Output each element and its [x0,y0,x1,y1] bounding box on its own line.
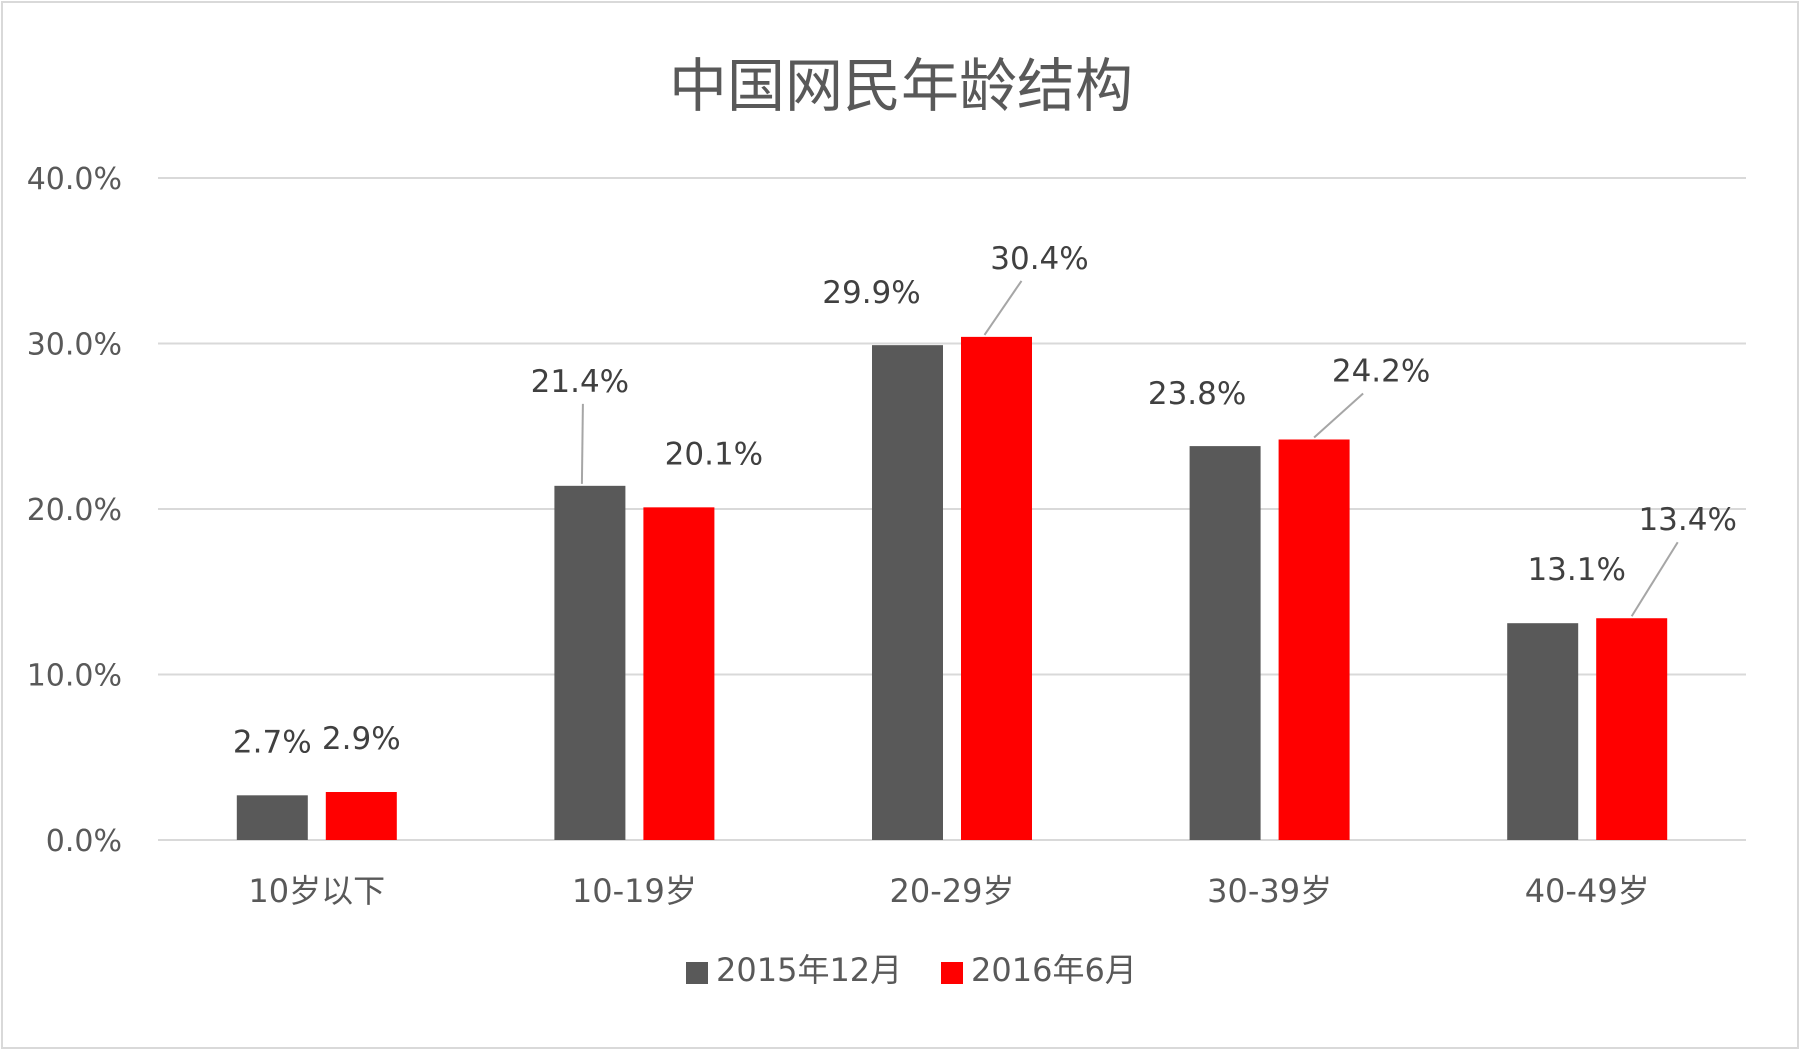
bar [236,795,308,840]
data-label: 30.4% [990,241,1088,277]
legend: 2015年12月 2016年6月 [686,951,1137,989]
gridlines [158,177,1746,841]
x-category-label: 10-19岁 [572,872,697,910]
y-tick-label: 30.0% [27,328,122,363]
x-category-label: 20-29岁 [890,872,1015,910]
x-category-label: 30-39岁 [1207,872,1332,910]
legend-label: 2016年6月 [971,951,1137,989]
data-label: 29.9% [822,275,920,311]
data-label: 20.1% [665,436,763,472]
bar [554,485,626,840]
legend-swatch [686,962,708,984]
bar [1507,623,1579,840]
label-leader-line [1630,541,1679,617]
y-tick-label: 0.0% [46,824,122,859]
data-label: 13.4% [1638,502,1736,538]
data-labels: 2.7% 2.9% 21.4% 20.1% 29.9% 30.4% 23.8% 24.2% 13… [233,241,1737,760]
bars [236,336,1668,840]
data-label: 2.9% [322,721,401,757]
bar [325,792,397,840]
x-category-label: 40-49岁 [1525,872,1650,910]
y-tick-label: 40.0% [27,162,122,197]
label-leader-line [983,280,1023,336]
label-leader-line [1313,392,1364,439]
data-label: 21.4% [531,364,629,400]
data-label: 24.2% [1332,353,1430,389]
bar [643,507,715,840]
label-leader-lines [580,280,1679,617]
legend-swatch [941,962,963,984]
x-category-label: 10岁以下 [248,872,385,910]
bar [1189,446,1261,840]
chart-title: 中国网民年龄结构 [669,52,1133,120]
bar [1278,439,1350,840]
legend-label: 2015年12月 [716,951,902,989]
bar [1596,618,1668,840]
label-leader-line [580,403,584,484]
bar [872,345,943,840]
bar [961,336,1032,840]
y-tick-label: 10.0% [27,659,122,694]
data-label: 2.7% [233,724,312,760]
data-label: 13.1% [1527,552,1625,588]
x-axis-category-labels: 10岁以下 10-19岁 20-29岁 30-39岁 40-49岁 [248,872,1649,910]
y-tick-label: 20.0% [27,493,122,528]
data-label: 23.8% [1148,376,1246,412]
y-axis-tick-labels: 0.0% 10.0% 20.0% 30.0% 40.0% [27,162,122,859]
